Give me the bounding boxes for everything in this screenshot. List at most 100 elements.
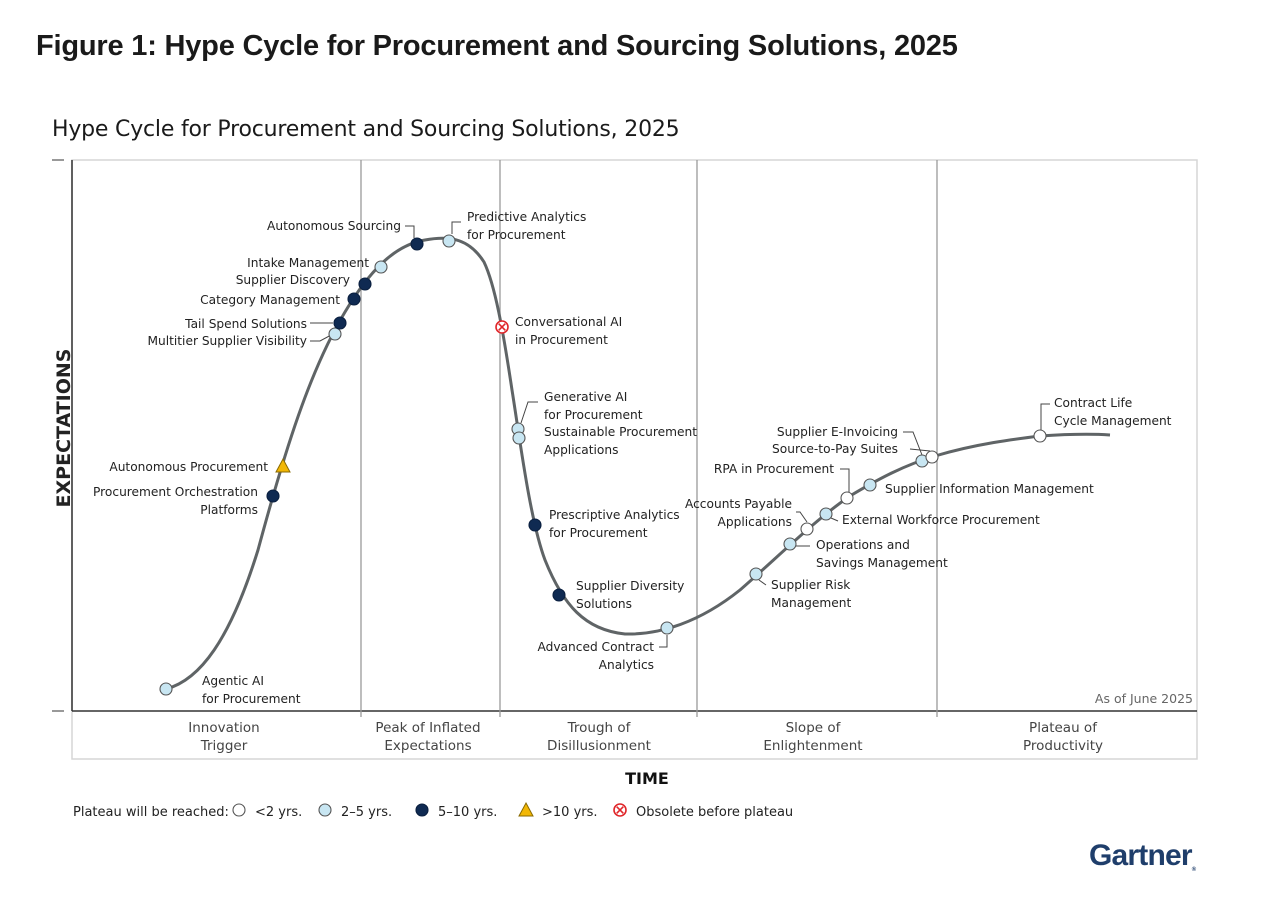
technology-marker [495,320,509,334]
technology-marker [512,431,526,445]
legend-label: >10 yrs. [542,805,598,820]
leader-line [909,448,931,452]
technology-label: for Procurement [467,228,566,242]
gartner-logo: Gartner® [1089,839,1196,873]
technology-marker [660,621,674,635]
leader-line [1040,403,1050,430]
technology-label: Supplier Risk [771,578,851,592]
technology-label: Savings Management [816,556,948,570]
chart-title: Hype Cycle for Procurement and Sourcing … [52,117,680,142]
technology-item: Supplier Information Management [863,478,1094,496]
technology-item: Prescriptive Analytics for Procurement [528,508,680,540]
legend-label: Obsolete before plateau [636,805,793,820]
technology-item: Supplier Diversity Solutions [552,579,684,611]
legend-item: >10 yrs. [518,801,598,820]
technology-marker [528,518,542,532]
legend: Plateau will be reached: <2 yrs. 2–5 yrs. 5… [73,801,793,820]
legend-label: 5–10 yrs. [438,805,497,820]
figure-title: Figure 1: Hype Cycle for Procurement and… [36,30,958,62]
technology-item: Operations and Savings Management [783,537,948,570]
technology-label: Agentic AI [202,674,264,688]
phase-label: Productivity [1023,738,1103,754]
legend-marker [232,803,246,817]
technology-label: Contract Life [1054,396,1132,410]
technology-label: Management [771,596,852,610]
technology-item: Autonomous Sourcing [267,219,424,251]
chart-frame: EXPECTATIONS TIME As of June 2025 [52,159,1198,788]
leader-line [840,468,850,492]
technology-label: Predictive Analytics [467,210,586,224]
leader-line [758,579,767,586]
technology-label: Intake Management [247,256,369,270]
leader-line [796,511,808,523]
technology-label: Applications [718,515,792,529]
technology-marker [749,567,763,581]
technology-item: Multitier Supplier Visibility [147,327,342,348]
technology-marker [333,316,347,330]
leader-line [451,221,461,234]
legend-marker [518,801,534,817]
technology-item: Category Management [200,292,361,307]
phase-label: Peak of Inflated [375,720,480,736]
technology-marker [275,457,291,473]
technology-label: Tail Spend Solutions [184,317,307,331]
technology-label: External Workforce Procurement [842,513,1040,527]
technology-label: Advanced Contract [537,640,654,654]
technology-label: Autonomous Procurement [109,460,268,474]
technology-label: Analytics [599,658,654,672]
technology-label: Supplier Diversity [576,579,684,593]
technology-label: Conversational AI [515,315,622,329]
leader-line [310,333,334,342]
technology-marker [840,491,854,505]
technology-label: in Procurement [515,333,608,347]
technology-marker [552,588,566,602]
technology-item: Autonomous Procurement [109,457,291,474]
technology-item: RPA in Procurement [714,462,854,505]
technology-label: Solutions [576,597,632,611]
phase-label: Enlightenment [763,738,862,754]
leader-line [520,401,538,424]
technology-label: for Procurement [544,408,643,422]
technology-marker [328,327,342,341]
technology-label: Sustainable Procurement [544,425,697,439]
legend-marker [415,803,429,817]
phase-label: Expectations [384,738,471,754]
technology-label: Autonomous Sourcing [267,219,401,233]
technology-item: Supplier Discovery [236,273,372,291]
technology-marker [783,537,797,551]
phase-label: Disillusionment [547,738,651,754]
technology-marker [442,234,456,248]
legend-item: Obsolete before plateau [613,803,793,820]
technology-item: Intake Management [247,256,388,274]
phase-label: Slope of [786,720,842,736]
legend-label: 2–5 yrs. [341,805,392,820]
registered-mark: ® [1191,867,1197,873]
technology-label: Generative AI [544,390,627,404]
as-of-label: As of June 2025 [1095,691,1193,706]
legend-item: 5–10 yrs. [415,803,497,820]
logo-text: Gartner [1089,839,1193,872]
technology-label: Source-to-Pay Suites [772,442,898,456]
technology-item: Agentic AI for Procurement [159,674,301,706]
technology-item: Tail Spend Solutions [184,316,347,331]
technology-label: Cycle Management [1054,414,1172,428]
y-axis-label: EXPECTATIONS [53,349,75,508]
technology-label: Platforms [200,503,258,517]
technology-label: for Procurement [202,692,301,706]
technology-marker [266,489,280,503]
legend-label: <2 yrs. [255,805,302,820]
leader-line [659,635,668,648]
technology-label: for Procurement [549,526,648,540]
technology-label: RPA in Procurement [714,462,834,476]
technology-label: Multitier Supplier Visibility [147,334,307,348]
technology-marker [159,682,173,696]
legend-item: 2–5 yrs. [318,803,392,820]
legend-marker [613,803,627,817]
technology-item: External Workforce Procurement [819,507,1040,527]
phase-label: Trigger [200,738,248,754]
technology-marker [347,292,361,306]
technology-item: Supplier Risk Management [749,567,852,610]
technology-markers: Agentic AI for Procurement Procurement Orc… [93,210,1172,706]
leader-line [903,431,923,456]
